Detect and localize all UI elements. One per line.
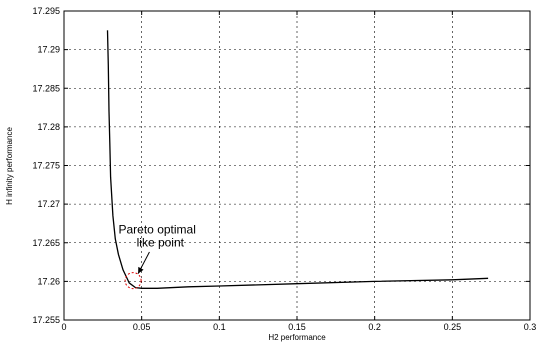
y-tick-label: 17.26 xyxy=(37,276,60,286)
annotation-arrowhead xyxy=(138,266,144,274)
x-tick-label: 0.3 xyxy=(524,322,537,332)
series-line xyxy=(106,30,489,289)
x-tick-label: 0.2 xyxy=(368,322,381,332)
y-axis-ticks: 17.255 17.26 17.265 17.27 17.275 17.28 17.285 1… xyxy=(32,6,530,325)
annotation-line-2: like point xyxy=(137,236,185,250)
x-tick-label: 0.25 xyxy=(444,322,462,332)
x-tick-label: 0.15 xyxy=(288,322,306,332)
x-axis-ticks: 0 0.05 0.1 0.15 0.2 0.25 0.3 xyxy=(61,11,536,332)
grid xyxy=(64,11,530,320)
x-tick-label: 0.1 xyxy=(213,322,226,332)
y-tick-label: 17.285 xyxy=(32,83,60,93)
y-tick-label: 17.28 xyxy=(37,122,60,132)
y-axis-label: H infinity performance xyxy=(5,127,14,205)
y-tick-label: 17.295 xyxy=(32,6,60,16)
y-tick-label: 17.27 xyxy=(37,199,60,209)
x-tick-label: 0.05 xyxy=(133,322,151,332)
y-tick-label: 17.265 xyxy=(32,238,60,248)
y-tick-label: 17.255 xyxy=(32,315,60,325)
x-tick-label: 0 xyxy=(61,322,66,332)
x-axis-label: H2 performance xyxy=(268,333,326,342)
y-tick-label: 17.29 xyxy=(37,45,60,55)
y-tick-label: 17.275 xyxy=(32,161,60,171)
pareto-point-circle xyxy=(124,272,142,290)
annotation-line-1: Pareto optimal xyxy=(119,222,196,236)
